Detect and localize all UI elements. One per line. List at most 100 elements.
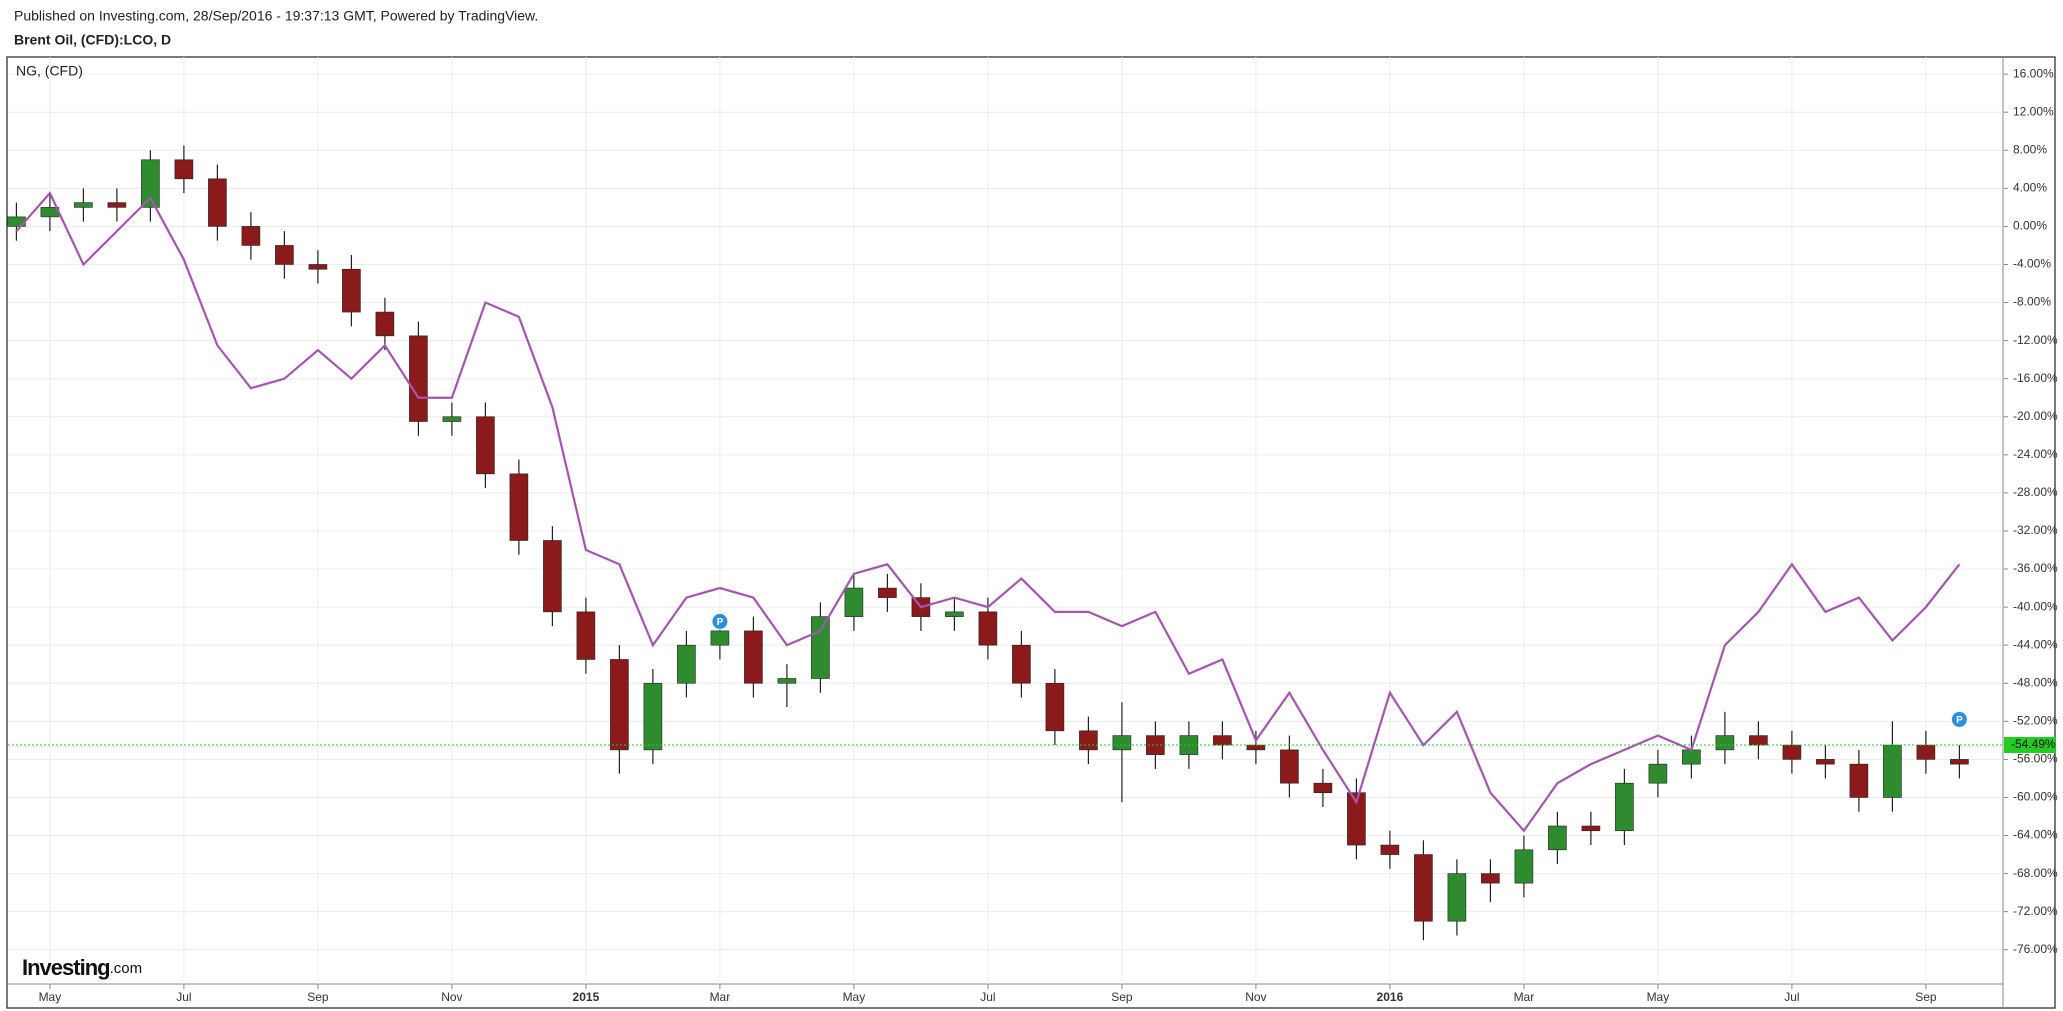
x-tick-label: Jul (1784, 990, 1799, 1004)
candle-body (275, 245, 294, 265)
logo: Investing.com (22, 955, 142, 980)
candle-body (241, 226, 261, 246)
candle-body (107, 202, 127, 208)
candle-body (643, 682, 663, 751)
candle-body (1883, 744, 1902, 798)
candle-body (1950, 759, 1969, 765)
candle-body (1347, 792, 1366, 846)
event-marker-label: P (717, 617, 724, 628)
candle-body (1548, 825, 1567, 851)
candle-body (1481, 873, 1500, 884)
candle-body (442, 416, 462, 422)
candle-body (978, 611, 998, 646)
y-tick-label: -48.00% (2013, 675, 2058, 689)
y-tick-label: 4.00% (2013, 181, 2047, 195)
candle-body (208, 178, 227, 227)
y-tick-label: -76.00% (2013, 942, 2058, 956)
y-tick-label: -24.00% (2013, 447, 2058, 461)
candle-body (1079, 730, 1098, 751)
candle-body (342, 268, 361, 313)
candle-body (509, 473, 529, 541)
y-tick-label: -44.00% (2013, 637, 2058, 651)
logo-suffix: .com (110, 960, 143, 977)
y-tick-label: -40.00% (2013, 599, 2058, 613)
y-tick-label: -60.00% (2013, 790, 2058, 804)
y-tick-label: -64.00% (2013, 828, 2058, 842)
candle-body (1581, 825, 1601, 832)
candle-body (375, 311, 395, 337)
candle-body (1280, 749, 1299, 784)
candle-body (710, 630, 730, 646)
grid (8, 57, 2003, 984)
y-tick-label: -4.00% (2013, 257, 2051, 271)
candle-body (1380, 844, 1400, 855)
candle-body (1246, 744, 1266, 751)
candle-body (878, 587, 897, 598)
candle-body (576, 611, 596, 660)
candle-body (1447, 873, 1467, 922)
candle-body (1213, 735, 1232, 746)
candle-body (1682, 749, 1701, 765)
candle-body (1648, 763, 1668, 784)
y-tick-label: -20.00% (2013, 409, 2058, 423)
candle-body (1849, 763, 1869, 798)
legend-ng: NG, (CFD) (16, 63, 83, 79)
candle-body (744, 630, 763, 684)
y-tick-label: -28.00% (2013, 485, 2058, 499)
candle-body (1816, 759, 1835, 765)
chart-title: Published on Investing.com, 28/Sep/2016 … (14, 8, 538, 24)
candle-body (1414, 854, 1433, 922)
candle-body (1313, 782, 1333, 793)
x-tick-label: 2016 (1377, 990, 1404, 1004)
candle-body (777, 678, 797, 684)
y-tick-label: -52.00% (2013, 713, 2058, 727)
last-value-box (2004, 737, 2056, 754)
x-tick-label: May (1647, 990, 1670, 1004)
event-marker (1950, 710, 1968, 728)
series-title: Brent Oil, (CFD):LCO, D (14, 32, 171, 48)
candle-body (1615, 782, 1634, 832)
y-tick-label: -56.00% (2013, 752, 2058, 766)
last-value-label: -54.49% (2011, 737, 2056, 751)
y-tick-label: -36.00% (2013, 561, 2058, 575)
x-tick-label: May (843, 990, 866, 1004)
candle-body (1045, 682, 1065, 732)
candle-body (308, 264, 328, 270)
event-marker (711, 612, 729, 630)
x-tick-label: Jul (176, 990, 191, 1004)
candle-body (174, 159, 194, 180)
y-tick-label: 16.00% (2013, 66, 2054, 80)
marks (7, 145, 1969, 941)
y-tick-label: 12.00% (2013, 104, 2054, 118)
x-tick-label: Sep (1111, 990, 1133, 1004)
candle-body (1514, 849, 1534, 884)
x-tick-label: 2015 (573, 990, 600, 1004)
y-tick-label: -72.00% (2013, 904, 2058, 918)
candle-body (1112, 735, 1132, 751)
x-tick-label: May (39, 990, 62, 1004)
x-tick-label: Mar (1514, 990, 1535, 1004)
candle-body (1782, 744, 1802, 760)
candle-body (543, 540, 562, 613)
candle-body (844, 587, 864, 617)
ng-line (15, 191, 1961, 833)
logo-main: Investing (22, 955, 110, 980)
x-tick-label: Nov (441, 990, 462, 1004)
candle-body (1916, 744, 1936, 760)
y-tick-label: 8.00% (2013, 142, 2047, 156)
candle-body (409, 335, 428, 422)
x-tick-label: Sep (307, 990, 329, 1004)
x-tick-label: Sep (1915, 990, 1937, 1004)
x-tick-label: Nov (1245, 990, 1266, 1004)
y-tick-label: -16.00% (2013, 371, 2058, 385)
y-tick-label: -12.00% (2013, 333, 2058, 347)
x-tick-label: Jul (980, 990, 995, 1004)
candle-body (677, 644, 696, 684)
candle-body (1012, 644, 1031, 684)
candle-body (811, 616, 830, 679)
candle-body (74, 202, 93, 208)
candle-body (1715, 735, 1735, 751)
